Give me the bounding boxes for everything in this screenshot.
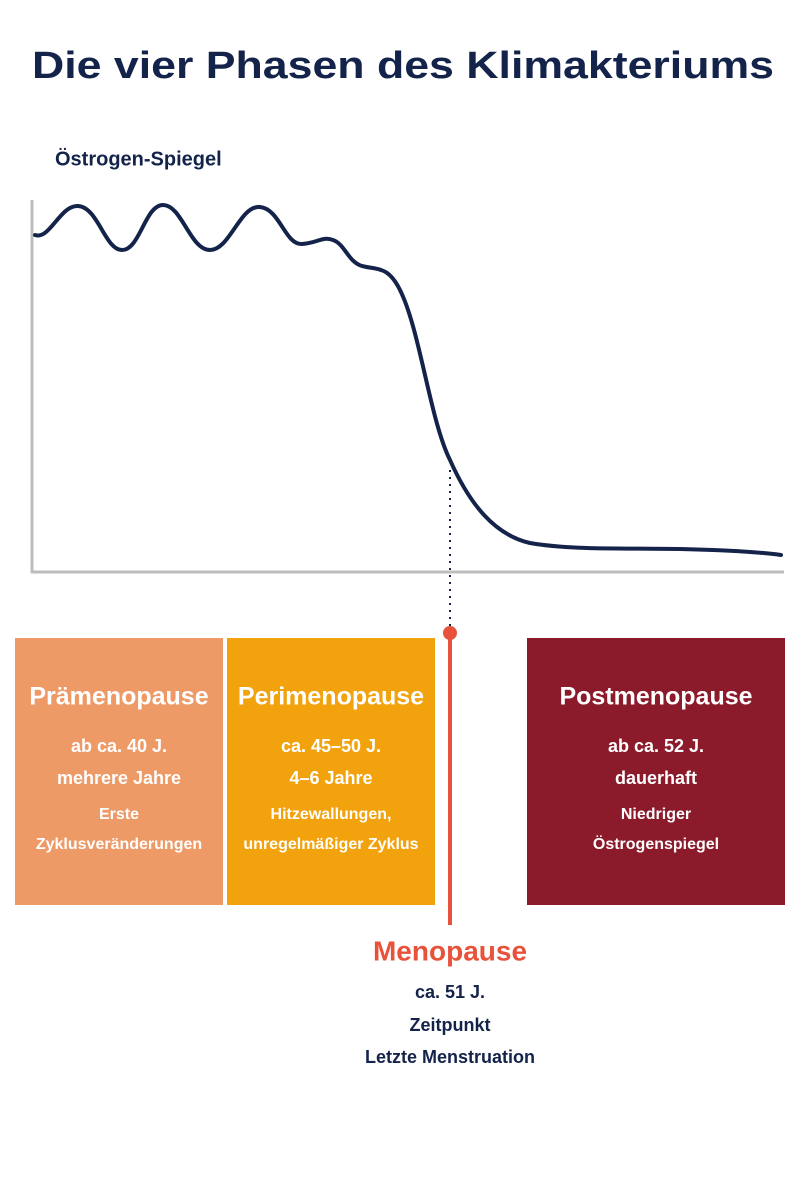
phase-box: [527, 638, 785, 905]
phase-description: Zyklusveränderungen: [36, 836, 202, 853]
phase-description: unregelmäßiger Zyklus: [243, 836, 418, 853]
menopause-dot: [443, 626, 457, 640]
phase-name: Prämenopause: [29, 683, 208, 711]
phase-age: ca. 45–50 J.: [281, 736, 381, 756]
phase-name: Perimenopause: [238, 683, 424, 711]
estrogen-curve: [33, 202, 783, 557]
menopause-description: Letzte Menstruation: [365, 1047, 535, 1067]
phase-age: ab ca. 40 J.: [71, 736, 167, 756]
menopause-age: ca. 51 J.: [415, 982, 485, 1002]
y-axis-label: Östrogen-Spiegel: [55, 147, 222, 170]
phase-box: [227, 638, 435, 905]
title: Die vier Phasen des Klimakteriums: [32, 45, 774, 87]
menopause-name: Menopause: [373, 935, 527, 966]
phase-description: Niedriger: [621, 806, 691, 823]
phase-description: Hitzewallungen,: [271, 806, 392, 823]
phase-description: Östrogenspiegel: [593, 834, 719, 853]
menopause-type: Zeitpunkt: [410, 1015, 491, 1035]
phase-duration: 4–6 Jahre: [289, 768, 372, 788]
phase-box: [15, 638, 223, 905]
phase-name: Postmenopause: [559, 683, 752, 711]
phase-description: Erste: [99, 806, 139, 823]
phase-duration: mehrere Jahre: [57, 768, 181, 788]
phase-age: ab ca. 52 J.: [608, 736, 704, 756]
phase-duration: dauerhaft: [615, 768, 697, 788]
